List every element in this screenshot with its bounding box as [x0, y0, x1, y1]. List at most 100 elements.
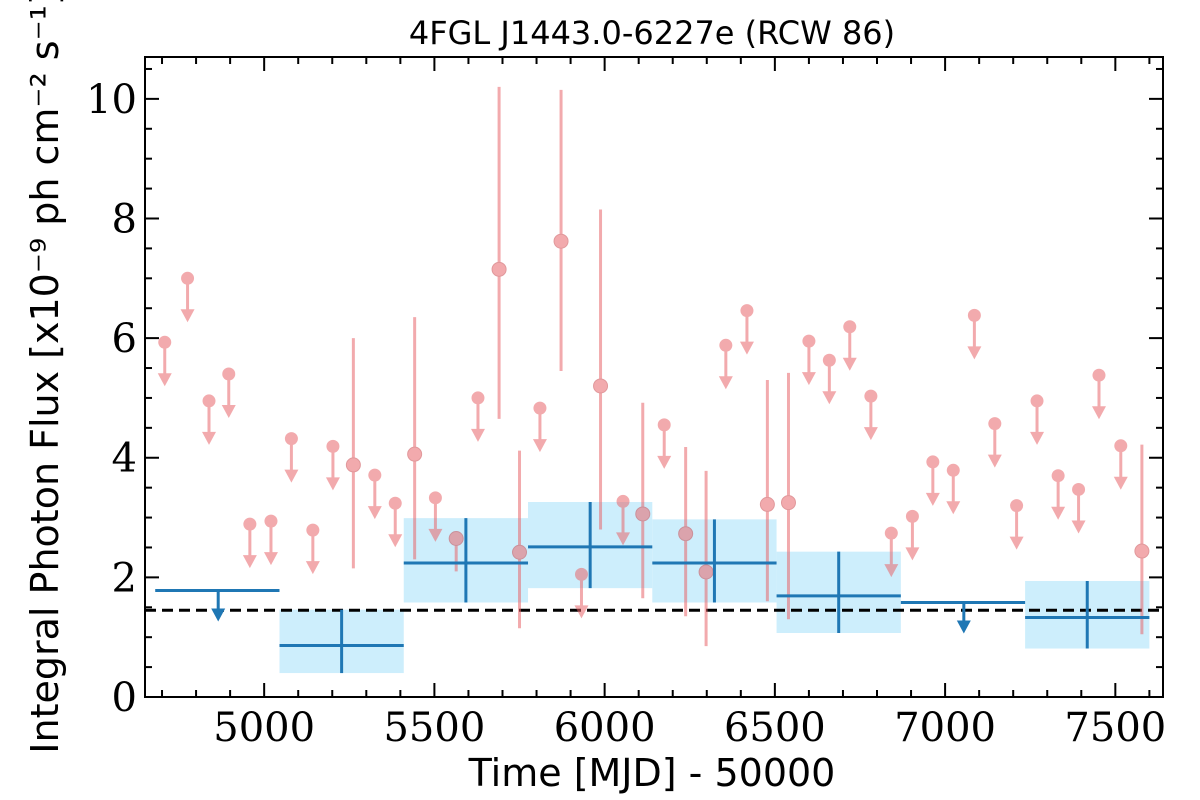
detection-marker	[593, 378, 609, 394]
x-axis-label: Time [MJD] - 50000	[468, 751, 836, 795]
upper-limit-arrow	[842, 357, 857, 371]
upper-limit-arrow	[1071, 520, 1086, 534]
upper-limit-marker	[533, 401, 547, 415]
monthly-upper-limit	[1091, 368, 1106, 420]
upper-limit-marker	[1114, 439, 1128, 453]
upper-limit-marker	[740, 304, 754, 318]
y-tick-label: 8	[112, 196, 137, 242]
upper-limit-marker	[657, 418, 671, 432]
upper-limit-arrow	[242, 555, 257, 569]
monthly-upper-limit	[616, 494, 631, 546]
x-tick-label: 6000	[554, 705, 656, 751]
upper-limit-arrow	[221, 405, 236, 419]
upper-limit-marker	[388, 496, 402, 510]
monthly-upper-limit	[1071, 482, 1086, 534]
detection-marker	[553, 233, 569, 249]
monthly-detection	[512, 450, 528, 629]
monthly-upper-limit	[657, 418, 672, 469]
monthly-upper-limit	[367, 468, 382, 520]
monthly-upper-limit	[428, 491, 443, 542]
upper-limit-arrow	[718, 376, 733, 390]
monthly-detection	[698, 470, 714, 647]
upper-limit-arrow	[388, 534, 403, 548]
monthly-upper-limit	[842, 320, 857, 371]
chart-title: 4FGL J1443.0-6227e (RCW 86)	[409, 14, 895, 52]
upper-limit-marker	[202, 394, 216, 408]
upper-limit-marker	[1092, 368, 1106, 382]
monthly-detection	[345, 338, 361, 569]
upper-limit-marker	[1010, 499, 1024, 513]
upper-limit-arrow	[202, 431, 217, 445]
upper-limit-marker	[864, 389, 878, 403]
x-tick-label: 7000	[894, 705, 996, 751]
monthly-upper-limit	[305, 523, 320, 575]
monthly-upper-limit	[574, 567, 589, 619]
upper-limit-arrow	[284, 469, 299, 483]
monthly-upper-limit	[221, 367, 236, 419]
upper-limit-marker	[326, 439, 340, 453]
upper-limit-marker	[946, 463, 960, 477]
upper-limit-arrow	[574, 605, 589, 619]
detection-marker	[448, 530, 464, 546]
upper-limit-arrow	[1009, 536, 1024, 550]
monthly-upper-limit	[284, 432, 299, 483]
upper-limit-arrow	[801, 372, 816, 386]
upper-limit-marker	[264, 514, 278, 528]
upper-limit-marker	[471, 391, 485, 405]
upper-limit-marker	[1051, 469, 1065, 483]
detection-marker	[678, 526, 694, 542]
upper-limit-arrow	[822, 391, 837, 405]
upper-limit-arrow	[325, 477, 340, 491]
upper-limit-arrow	[863, 427, 878, 441]
detection-marker	[407, 446, 423, 462]
upper-limit-arrow	[263, 552, 278, 566]
upper-limit-arrow	[532, 439, 547, 453]
x-tick-label: 5500	[383, 705, 485, 751]
monthly-detection	[448, 530, 464, 572]
monthly-detection	[407, 317, 423, 560]
upper-limit-marker	[616, 494, 630, 508]
monthly-upper-limit	[242, 517, 257, 569]
yearly-upper-limit-arrow	[956, 620, 971, 634]
upper-limit-marker	[1072, 482, 1086, 496]
upper-limit-marker	[905, 509, 919, 523]
upper-limit-marker	[884, 526, 898, 540]
detection-marker	[1134, 543, 1150, 559]
upper-limit-marker	[428, 491, 442, 505]
upper-limit-arrow	[1091, 406, 1106, 420]
upper-limit-arrow	[884, 564, 899, 578]
y-tick-label: 10	[86, 77, 137, 123]
upper-limit-arrow	[987, 454, 1002, 468]
monthly-upper-limit	[325, 439, 340, 491]
upper-limit-arrow	[905, 547, 920, 561]
upper-limit-marker	[306, 523, 320, 537]
upper-limit-marker	[181, 271, 195, 285]
upper-limit-arrow	[657, 455, 672, 469]
upper-limit-marker	[843, 320, 857, 334]
monthly-upper-limit	[1051, 469, 1066, 520]
y-tick-label: 6	[112, 316, 137, 362]
upper-limit-arrow	[367, 506, 382, 520]
monthly-detection	[635, 402, 651, 599]
monthly-detection	[553, 89, 569, 372]
monthly-detection	[780, 372, 796, 620]
upper-limit-marker	[368, 468, 382, 482]
detection-marker	[780, 495, 796, 511]
monthly-detection	[593, 209, 609, 530]
monthly-upper-limit	[863, 389, 878, 441]
y-axis-label: Integral Photon Flux [x10⁻⁹ ph cm⁻² s⁻¹]	[23, 0, 67, 754]
monthly-upper-limit	[388, 496, 403, 548]
detection-marker	[635, 506, 651, 522]
upper-limit-arrow	[157, 373, 172, 387]
upper-limit-marker	[802, 334, 816, 348]
monthly-detection	[491, 86, 507, 419]
axes-frame	[144, 56, 1164, 698]
y-tick-label: 0	[112, 675, 137, 721]
detection-marker	[512, 544, 528, 560]
upper-limit-marker	[719, 338, 733, 352]
monthly-upper-limit	[946, 463, 961, 515]
monthly-detection	[1134, 444, 1150, 635]
y-tick-label: 2	[112, 555, 137, 601]
plot-area: 5000 5500 6000 6500 7000 7500 0 2 4 6 8 10	[86, 56, 1166, 751]
